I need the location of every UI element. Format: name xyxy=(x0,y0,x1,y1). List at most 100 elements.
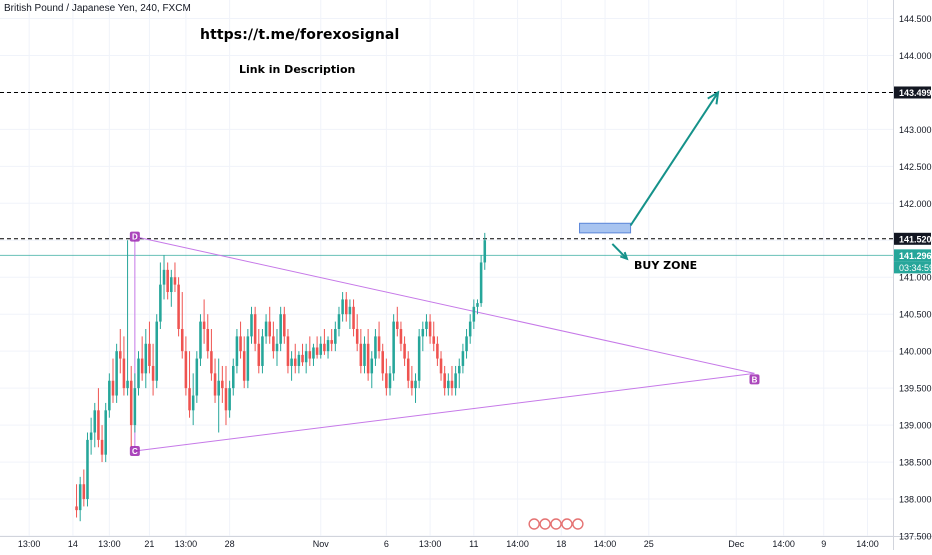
candle-body xyxy=(377,336,381,352)
promo-url-text: https://t.me/forexosignal xyxy=(200,27,400,43)
candle-body xyxy=(242,351,246,381)
candle-body xyxy=(399,328,403,344)
candle-body xyxy=(319,343,323,355)
x-tick-label: Nov xyxy=(313,539,330,549)
candle-body xyxy=(264,321,268,337)
candle-body xyxy=(392,321,395,374)
pattern-point-label: D xyxy=(132,233,138,242)
pattern-point-label: C xyxy=(132,447,138,456)
projection-arrow xyxy=(629,91,719,227)
candle-body xyxy=(374,336,377,359)
price-axis-badge xyxy=(894,232,931,245)
price-axis-badge-label: 141.520 xyxy=(899,234,932,244)
candle-body xyxy=(257,343,261,366)
buy-zone-arrow xyxy=(611,243,628,260)
x-tick-label: 21 xyxy=(144,539,154,549)
y-tick-label: 139.000 xyxy=(899,421,932,431)
candle-body xyxy=(450,380,454,389)
pattern-point-label: B xyxy=(752,375,758,384)
candle-body xyxy=(293,358,297,366)
candle-body xyxy=(250,314,253,337)
x-tick-label: 14:00 xyxy=(506,539,529,549)
y-tick-label: 140.500 xyxy=(899,310,932,320)
candle-body xyxy=(126,380,129,389)
candle-body xyxy=(290,358,293,366)
x-tick-label: 28 xyxy=(225,539,235,549)
event-icon xyxy=(539,518,551,530)
x-tick-label: 14 xyxy=(68,539,78,549)
candle-body xyxy=(483,240,487,263)
candle-body xyxy=(355,328,359,344)
pattern-line-lower xyxy=(134,372,755,452)
candle-body xyxy=(385,373,388,389)
y-tick-label: 144.500 xyxy=(899,14,932,24)
candle-body xyxy=(78,484,82,511)
event-icon xyxy=(550,518,562,530)
price-axis-badge-label: 141.296 xyxy=(899,251,932,261)
candle-body xyxy=(195,358,199,396)
candle-body xyxy=(221,380,224,389)
candle-body xyxy=(304,351,308,363)
candle-body xyxy=(396,321,399,329)
candle-body xyxy=(279,314,282,344)
buy-zone-arrow-head xyxy=(619,251,629,261)
candle-body xyxy=(246,336,250,381)
buy-zone-box xyxy=(579,222,632,234)
x-tick-label: 13:00 xyxy=(419,539,442,549)
y-tick-label: 142.000 xyxy=(899,199,932,209)
x-tick-label: Dec xyxy=(728,539,745,549)
candle-body xyxy=(108,380,111,411)
candle-body xyxy=(159,284,162,322)
candle-body xyxy=(476,303,479,307)
candle-body xyxy=(341,299,344,315)
candle-body xyxy=(137,358,140,389)
x-tick-label: 13:00 xyxy=(175,539,198,549)
candle-body xyxy=(337,314,341,329)
candle-body xyxy=(308,351,312,359)
candle-body xyxy=(129,380,133,426)
y-tick-label: 144.000 xyxy=(899,51,932,61)
candle-body xyxy=(283,314,286,337)
candle-body xyxy=(432,336,436,344)
candle-body xyxy=(173,277,177,285)
event-icon xyxy=(528,518,540,530)
candle-body xyxy=(472,306,476,322)
candle-body xyxy=(144,343,148,374)
candle-body xyxy=(93,410,97,433)
candle-body xyxy=(104,410,107,455)
pattern-point-marker xyxy=(129,445,140,456)
candle-body xyxy=(115,351,118,396)
candle-body xyxy=(323,343,326,352)
y-tick-label: 138.000 xyxy=(899,495,932,505)
candle-body xyxy=(286,336,290,366)
candle-body xyxy=(235,336,239,366)
candle-body xyxy=(443,373,446,389)
x-tick-label: 9 xyxy=(821,539,826,549)
buy-zone-label: BUY ZONE xyxy=(634,259,698,272)
candle-body xyxy=(253,314,257,344)
x-tick-label: 18 xyxy=(556,539,566,549)
candle-body xyxy=(301,354,304,363)
x-tick-label: 14:00 xyxy=(594,539,617,549)
candle-body xyxy=(326,340,330,352)
candle-body xyxy=(363,343,366,366)
candle-body xyxy=(388,373,392,389)
pattern-point-marker xyxy=(129,231,140,242)
x-tick-label: 13:00 xyxy=(18,539,41,549)
event-icon xyxy=(561,518,573,530)
candle-body xyxy=(425,321,428,329)
candle-body xyxy=(334,328,337,344)
candle-body xyxy=(403,343,406,359)
candle-body xyxy=(359,343,363,366)
candle-body xyxy=(184,351,188,389)
symbol-title: British Pound / Japanese Yen, 240, FXCM xyxy=(4,3,191,14)
candle-body xyxy=(122,358,126,389)
x-tick-label: 6 xyxy=(384,539,389,549)
candle-body xyxy=(228,388,231,411)
y-tick-label: 143.000 xyxy=(899,125,932,135)
candle-body xyxy=(140,358,144,374)
candle-body xyxy=(457,365,461,374)
candle-body xyxy=(119,351,122,359)
